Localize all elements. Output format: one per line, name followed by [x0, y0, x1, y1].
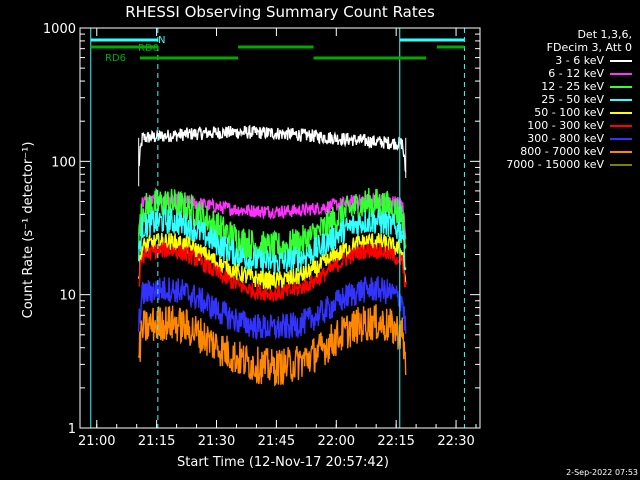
legend-entry: 100 - 300 keV — [462, 119, 632, 132]
generation-timestamp: 2-Sep-2022 07:53 — [566, 468, 638, 477]
legend-label: 25 - 50 keV — [541, 93, 604, 106]
chart-title: RHESSI Observing Summary Count Rates — [125, 3, 435, 21]
legend-swatch — [610, 98, 632, 101]
legend-label: 3 - 6 keV — [555, 54, 604, 67]
legend-entry: 50 - 100 keV — [462, 106, 632, 119]
legend-label: 7000 - 15000 keV — [506, 158, 604, 171]
legend-swatch — [610, 124, 632, 127]
x-tick-label: 22:15 — [377, 434, 414, 449]
plot-frame — [79, 27, 481, 429]
legend-entry: 25 - 50 keV — [462, 93, 632, 106]
legend-entry: 800 - 7000 keV — [462, 145, 632, 158]
legend-entry: 3 - 6 keV — [462, 54, 632, 67]
legend-swatch — [610, 85, 632, 88]
status-label-rd6: RD6 — [105, 53, 126, 64]
y-tick-label: 1000 — [43, 22, 76, 37]
status-label-rd0: RD0 — [138, 43, 159, 54]
series-line-2 — [138, 187, 407, 263]
legend-label: 50 - 100 keV — [534, 106, 604, 119]
status-label-n: N — [158, 35, 165, 46]
x-tick-label: 22:30 — [437, 434, 474, 449]
y-axis-label: Count Rate (s⁻¹ detector⁻¹) — [21, 142, 36, 319]
y-tick-label: 1 — [68, 422, 76, 437]
y-tick-label: 10 — [59, 289, 76, 304]
legend-label: 300 - 800 keV — [527, 132, 604, 145]
series-line-7 — [138, 304, 407, 387]
legend-swatch — [610, 72, 632, 75]
series-line-3 — [138, 206, 407, 276]
legend-swatch — [610, 137, 632, 140]
legend-header-1: Det 1,3,6, — [577, 28, 632, 41]
legend-swatch — [610, 163, 632, 166]
x-axis-label: Start Time (12-Nov-17 20:57:42) — [177, 455, 389, 470]
series-line-0 — [138, 124, 407, 173]
series-line-5 — [138, 242, 407, 302]
legend-swatch — [610, 150, 632, 153]
y-tick-label: 100 — [51, 155, 76, 170]
axis-layer: 21:00 21:15 21:30 21:45 22:00 22:15 22:30 1 10 10… — [43, 22, 480, 449]
legend-entry: 300 - 800 keV — [462, 132, 632, 145]
legend-rows: 3 - 6 keV 6 - 12 keV 12 - 25 keV 25 - 50 ke… — [462, 54, 632, 171]
x-tick-label: 21:00 — [78, 434, 115, 449]
legend-label: 12 - 25 keV — [541, 80, 604, 93]
x-tick-label: 21:45 — [258, 434, 295, 449]
series-layer — [138, 124, 407, 387]
legend-header-2: FDecim 3, Att 0 — [546, 41, 632, 54]
x-tick-label: 22:00 — [318, 434, 355, 449]
legend-label: 100 - 300 keV — [527, 119, 604, 132]
series-line-4 — [138, 232, 407, 291]
legend-label: 6 - 12 keV — [548, 67, 604, 80]
series-line-6 — [138, 276, 407, 341]
legend-swatch — [610, 59, 632, 62]
legend-entry: 6 - 12 keV — [462, 67, 632, 80]
legend-label: 800 - 7000 keV — [520, 145, 604, 158]
x-tick-label: 21:15 — [138, 434, 175, 449]
legend: Det 1,3,6, FDecim 3, Att 0 3 - 6 keV 6 - … — [462, 28, 632, 171]
legend-entry: 12 - 25 keV — [462, 80, 632, 93]
legend-swatch — [610, 111, 632, 114]
x-tick-label: 21:30 — [198, 434, 235, 449]
legend-entry: 7000 - 15000 keV — [462, 158, 632, 171]
